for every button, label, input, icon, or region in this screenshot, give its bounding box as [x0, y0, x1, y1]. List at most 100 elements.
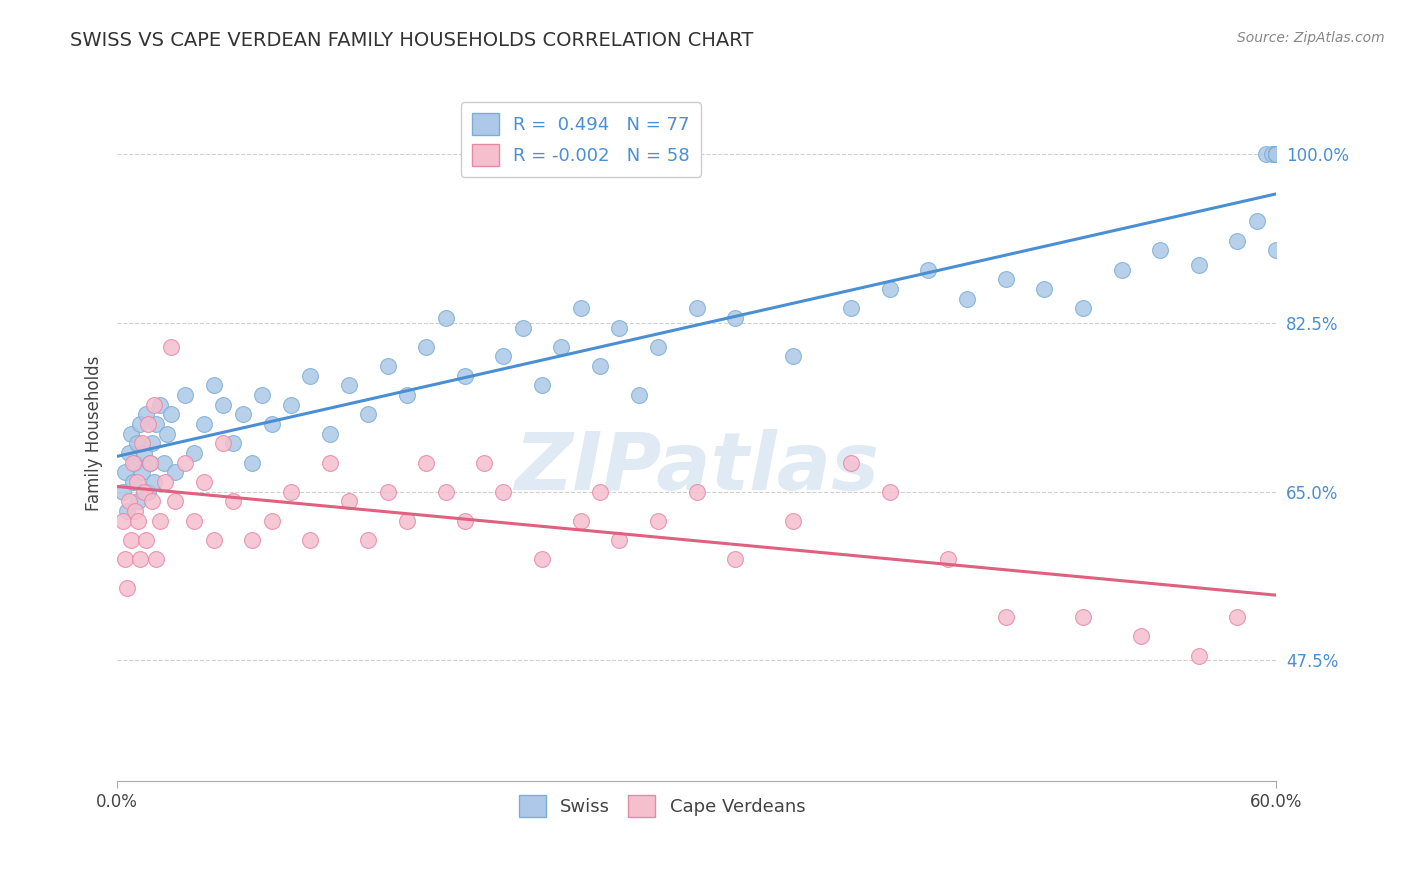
Point: [531, 552, 554, 566]
Point: [145, 552, 167, 566]
Point: [1188, 258, 1211, 272]
Point: [1265, 147, 1288, 161]
Point: [299, 533, 322, 547]
Point: [917, 262, 939, 277]
Point: [1265, 244, 1288, 258]
Point: [115, 581, 138, 595]
Point: [129, 552, 152, 566]
Point: [1071, 301, 1094, 316]
Point: [609, 320, 631, 334]
Point: [142, 398, 165, 412]
Point: [165, 494, 187, 508]
Point: [155, 475, 177, 489]
Point: [1071, 610, 1094, 624]
Point: [111, 514, 134, 528]
Point: [120, 426, 142, 441]
Point: [454, 368, 477, 383]
Point: [156, 426, 179, 441]
Point: [121, 456, 143, 470]
Point: [685, 301, 707, 316]
Point: [492, 484, 515, 499]
Point: [114, 552, 136, 566]
Point: [183, 446, 205, 460]
Point: [121, 475, 143, 489]
Point: [377, 484, 399, 499]
Point: [127, 494, 149, 508]
Point: [111, 484, 134, 499]
Point: [454, 514, 477, 528]
Point: [531, 378, 554, 392]
Text: Source: ZipAtlas.com: Source: ZipAtlas.com: [1237, 31, 1385, 45]
Point: [139, 456, 162, 470]
Point: [135, 408, 157, 422]
Point: [879, 282, 901, 296]
Point: [434, 310, 457, 325]
Point: [512, 320, 534, 334]
Point: [395, 514, 418, 528]
Point: [242, 456, 264, 470]
Point: [136, 417, 159, 431]
Point: [647, 340, 669, 354]
Point: [357, 533, 380, 547]
Point: [782, 514, 804, 528]
Point: [202, 378, 225, 392]
Point: [145, 417, 167, 431]
Point: [120, 533, 142, 547]
Point: [280, 484, 302, 499]
Point: [232, 408, 254, 422]
Y-axis label: Family Households: Family Households: [86, 356, 103, 511]
Point: [685, 484, 707, 499]
Point: [125, 436, 148, 450]
Point: [492, 350, 515, 364]
Point: [202, 533, 225, 547]
Point: [609, 533, 631, 547]
Point: [569, 514, 592, 528]
Point: [724, 310, 747, 325]
Point: [1265, 147, 1288, 161]
Point: [125, 475, 148, 489]
Point: [377, 359, 399, 373]
Point: [260, 417, 283, 431]
Point: [139, 456, 162, 470]
Point: [1265, 147, 1288, 161]
Point: [1265, 147, 1288, 161]
Point: [395, 388, 418, 402]
Point: [222, 494, 245, 508]
Point: [212, 436, 235, 450]
Point: [318, 426, 340, 441]
Point: [131, 465, 153, 479]
Point: [550, 340, 572, 354]
Point: [1246, 214, 1268, 228]
Point: [956, 292, 979, 306]
Point: [1111, 262, 1133, 277]
Point: [136, 484, 159, 499]
Point: [193, 417, 215, 431]
Point: [1256, 147, 1278, 161]
Point: [250, 388, 273, 402]
Point: [839, 301, 862, 316]
Point: [242, 533, 264, 547]
Point: [1149, 244, 1171, 258]
Point: [318, 456, 340, 470]
Point: [160, 340, 183, 354]
Point: [141, 494, 163, 508]
Point: [994, 610, 1017, 624]
Point: [1226, 234, 1249, 248]
Point: [149, 398, 172, 412]
Point: [193, 475, 215, 489]
Point: [134, 484, 156, 499]
Point: [280, 398, 302, 412]
Point: [1188, 648, 1211, 663]
Point: [183, 514, 205, 528]
Point: [1129, 629, 1152, 643]
Point: [160, 408, 183, 422]
Point: [415, 456, 437, 470]
Point: [1261, 147, 1284, 161]
Point: [357, 408, 380, 422]
Point: [131, 436, 153, 450]
Point: [782, 350, 804, 364]
Point: [647, 514, 669, 528]
Point: [434, 484, 457, 499]
Point: [415, 340, 437, 354]
Point: [115, 504, 138, 518]
